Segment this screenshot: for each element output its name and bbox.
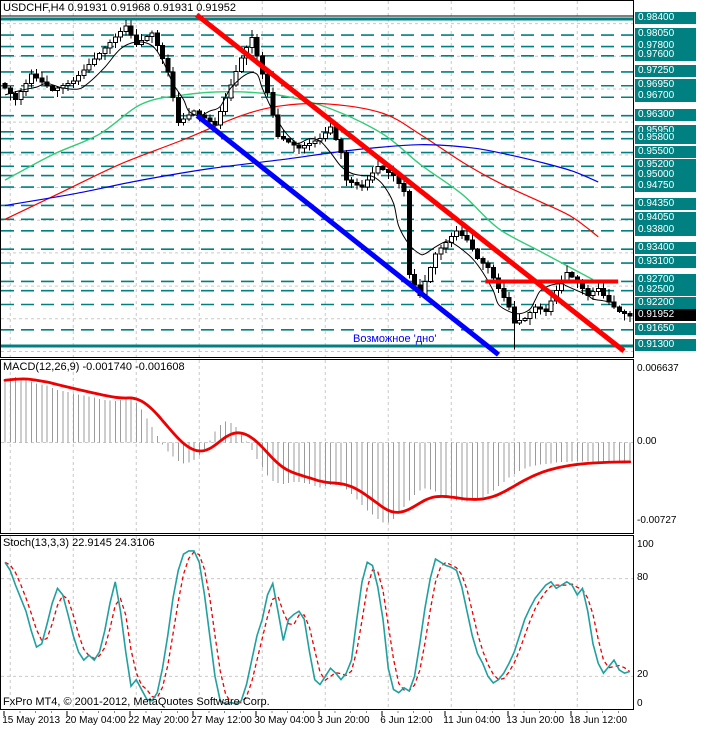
macd-plot[interactable]	[1, 360, 633, 533]
price-level-badge: 0.97250	[635, 65, 696, 77]
price-level-badge: 0.91300	[635, 339, 696, 351]
price-level-badge: 0.94750	[635, 180, 696, 192]
stoch-scale-label: 100	[637, 539, 654, 550]
price-chart-panel[interactable]: USDCHF,H4 0.91931 0.91968 0.91931 0.9195…	[0, 0, 634, 358]
price-level-badge: 0.91650	[635, 323, 696, 335]
price-level-badge: 0.94350	[635, 198, 696, 210]
stoch-scale-label: 20	[637, 669, 649, 680]
price-level-badge: 0.94050	[635, 212, 696, 224]
macd-label: MACD(12,26,9) -0.001740 -0.001608	[3, 361, 185, 373]
date-axis-label: 20 May 04:00	[65, 715, 126, 726]
macd-scale-label: -0.00727	[637, 515, 677, 526]
stoch-scale-label: 0	[637, 698, 643, 709]
price-level-badge: 0.93800	[635, 224, 696, 236]
copyright-text: FxPro MT4, © 2001-2012, MetaQuotes Softw…	[3, 696, 270, 708]
price-level-badge: 0.92700	[635, 274, 696, 286]
price-level-badge: 0.95800	[635, 132, 696, 144]
price-level-badge: 0.95200	[635, 159, 696, 171]
chart-ohlc-title: USDCHF,H4 0.91931 0.91968 0.91931 0.9195…	[3, 2, 237, 14]
stochastic-panel[interactable]: Stoch(13,3,3) 22.9145 24.3106	[0, 535, 634, 710]
current-price-badge: 0.91952	[635, 309, 696, 321]
date-axis-label: 3 Jun 20:00	[317, 715, 370, 726]
price-level-badge: 0.96300	[635, 109, 696, 121]
macd-panel[interactable]: MACD(12,26,9) -0.001740 -0.001608	[0, 359, 634, 534]
date-axis-label: 27 May 12:00	[191, 715, 252, 726]
price-level-badge: 0.92200	[635, 297, 696, 309]
price-level-badge: 0.93400	[635, 242, 696, 254]
price-scale[interactable]: 0.98400 0.98050 0.97800 0.97600 0.97250 0.969…	[634, 0, 713, 729]
date-axis-label: 6 Jun 12:00	[380, 715, 433, 726]
possible-bottom-annotation: Возможное 'дно'	[353, 333, 437, 345]
date-axis-label: 18 Jun 12:00	[569, 715, 628, 726]
price-level-badge: 0.95000	[635, 169, 696, 181]
date-axis-label: 11 Jun 04:00	[443, 715, 501, 726]
price-level-badge: 0.96700	[635, 90, 696, 102]
time-axis[interactable]: 15 May 2013 20 May 04:00 22 May 20:00 27 Ma…	[0, 711, 713, 729]
date-axis-label: 15 May 2013	[2, 715, 61, 726]
price-level-badge: 0.97600	[635, 49, 696, 61]
price-level-badge: 0.95500	[635, 146, 696, 158]
stoch-scale-label: 80	[637, 572, 649, 583]
price-chart-plot[interactable]	[1, 1, 633, 357]
macd-scale-label: 0.00	[637, 436, 657, 447]
stochastic-label: Stoch(13,3,3) 22.9145 24.3106	[3, 537, 155, 549]
date-axis-label: 13 Jun 20:00	[506, 715, 565, 726]
stochastic-plot[interactable]	[1, 536, 633, 709]
macd-scale-label: 0.006637	[637, 363, 679, 374]
price-level-badge: 0.93100	[635, 256, 696, 268]
time-axis-ticks	[3, 711, 619, 716]
price-level-badge: 0.96950	[635, 79, 696, 91]
date-axis-label: 22 May 20:00	[128, 715, 189, 726]
date-axis-label: 30 May 04:00	[254, 715, 315, 726]
price-level-badge: 0.98050	[635, 28, 696, 40]
price-level-badge: 0.92500	[635, 284, 696, 296]
price-level-badge: 0.98400	[635, 12, 696, 24]
